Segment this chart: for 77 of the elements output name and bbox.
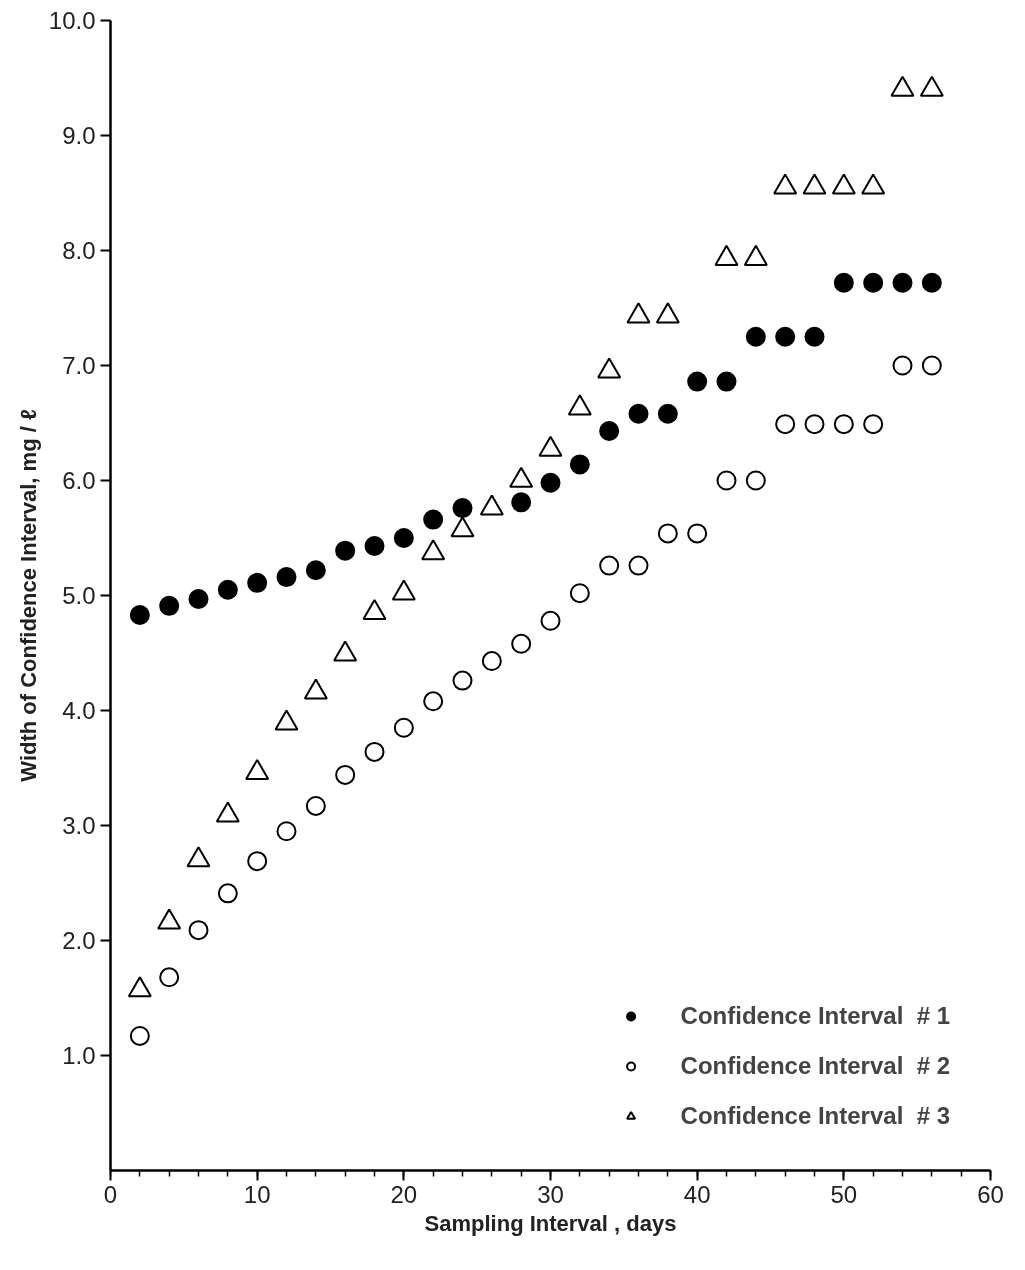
point	[687, 371, 708, 392]
x-axis-title: Sampling Interval , days	[424, 1210, 677, 1236]
point	[804, 414, 825, 435]
point	[364, 741, 385, 762]
point	[423, 691, 444, 712]
point	[687, 523, 708, 544]
y-tick-label: 2.0	[62, 927, 96, 954]
point	[716, 371, 737, 392]
point	[921, 355, 942, 376]
point	[188, 588, 209, 609]
point	[628, 555, 649, 576]
point	[892, 355, 913, 376]
point	[863, 414, 884, 435]
point	[863, 272, 884, 293]
point	[305, 560, 326, 581]
y-tick-label: 5.0	[62, 582, 96, 609]
point	[129, 1025, 150, 1046]
point	[716, 470, 737, 491]
point	[335, 540, 356, 561]
point	[804, 326, 825, 347]
y-tick-label: 1.0	[62, 1042, 96, 1069]
point	[833, 414, 854, 435]
y-tick-label: 8.0	[62, 237, 96, 264]
y-tick-label: 3.0	[62, 812, 96, 839]
point	[188, 920, 209, 941]
point	[276, 821, 297, 842]
x-tick-label: 60	[977, 1180, 1004, 1208]
point	[481, 651, 502, 672]
x-tick-label: 50	[830, 1180, 858, 1208]
point	[775, 414, 796, 435]
legend-label: Confidence Interval # 3	[680, 1102, 950, 1130]
legend-label: Confidence Interval # 2	[680, 1052, 950, 1080]
point	[247, 572, 268, 593]
point	[217, 579, 238, 600]
point	[335, 764, 356, 785]
point	[159, 595, 180, 616]
point	[393, 528, 414, 548]
y-tick-label: 6.0	[62, 467, 96, 494]
point	[599, 555, 620, 576]
y-tick-label: 4.0	[62, 697, 96, 724]
point	[657, 523, 678, 544]
y-axis-title: Width of Confidence Interval, mg / ℓ	[15, 409, 41, 782]
x-tick-label: 0	[103, 1180, 118, 1208]
point	[247, 851, 268, 872]
point	[599, 421, 620, 442]
point	[129, 605, 150, 626]
point	[892, 272, 913, 293]
point	[159, 967, 180, 988]
x-tick-label: 40	[683, 1180, 711, 1208]
point	[305, 795, 326, 816]
point	[540, 472, 561, 493]
point	[745, 326, 766, 347]
point	[569, 454, 590, 475]
x-tick-label: 10	[243, 1180, 271, 1208]
point	[833, 272, 854, 293]
point	[745, 470, 766, 491]
legend-label: Confidence Interval # 1	[680, 1002, 950, 1030]
x-tick-label: 30	[537, 1180, 564, 1208]
point	[511, 492, 532, 513]
y-tick-label: 9.0	[62, 122, 96, 149]
y-tick-label: 10.0	[48, 7, 96, 34]
x-tick-label: 20	[390, 1180, 418, 1208]
y-tick-label: 7.0	[62, 352, 96, 379]
point	[628, 403, 649, 424]
point	[775, 326, 796, 347]
point	[921, 272, 942, 293]
point	[393, 717, 414, 738]
point	[540, 610, 561, 631]
point	[657, 403, 678, 424]
point	[217, 883, 238, 904]
point	[569, 583, 590, 604]
point	[452, 498, 473, 519]
point	[452, 670, 473, 691]
point	[511, 633, 532, 654]
point	[364, 536, 385, 557]
point	[423, 509, 444, 530]
point	[276, 567, 297, 588]
